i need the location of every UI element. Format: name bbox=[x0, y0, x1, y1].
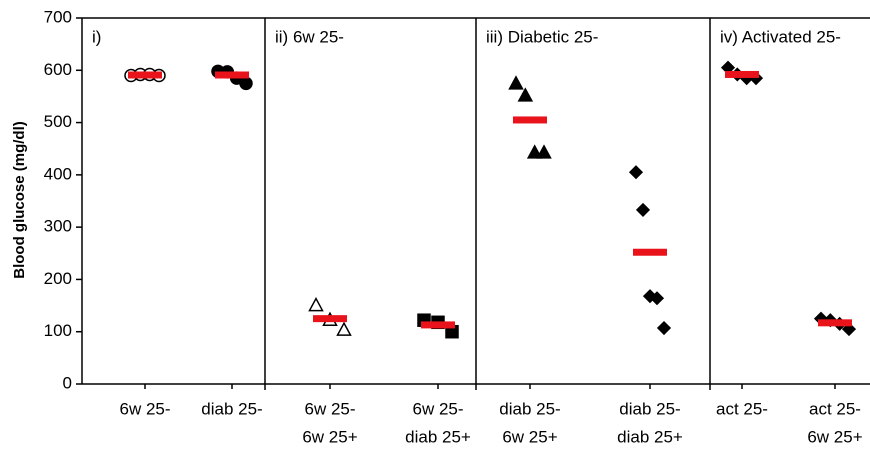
data-point bbox=[649, 291, 665, 306]
data-point bbox=[536, 144, 552, 159]
data-point bbox=[526, 144, 543, 159]
x-tick-label: diab 25- bbox=[619, 399, 680, 418]
y-axis-label: Blood glucose (mg/dl) bbox=[11, 121, 28, 279]
data-point bbox=[239, 76, 253, 91]
data-point bbox=[628, 165, 644, 180]
x-tick-label: diab 25- bbox=[201, 399, 262, 418]
x-tick-label: diab 25- bbox=[499, 399, 560, 418]
x-tick-label: diab 25+ bbox=[617, 427, 683, 446]
mean-bar bbox=[725, 70, 759, 78]
mean-bar bbox=[421, 321, 455, 329]
mean-bar bbox=[633, 248, 667, 256]
x-tick-label: act 25- bbox=[809, 399, 861, 418]
panel-label: ii) 6w 25- bbox=[275, 27, 344, 46]
panel-label: iv) Activated 25- bbox=[720, 27, 841, 46]
mean-bar bbox=[215, 71, 249, 79]
mean-bar bbox=[513, 116, 547, 124]
panel-label: i) bbox=[92, 27, 101, 46]
data-point bbox=[308, 296, 324, 312]
mean-bar bbox=[313, 315, 347, 323]
x-tick-label: 6w 25- bbox=[304, 399, 355, 418]
x-tick-label: diab 25+ bbox=[405, 427, 471, 446]
x-tick-label: act 25- bbox=[716, 399, 768, 418]
y-tick-label: 500 bbox=[44, 112, 72, 131]
y-tick-label: 0 bbox=[63, 373, 72, 392]
x-tick-label: 6w 25+ bbox=[807, 427, 862, 446]
data-point bbox=[336, 321, 352, 336]
y-tick-label: 600 bbox=[44, 60, 72, 79]
y-tick-label: 400 bbox=[44, 164, 72, 183]
x-tick-label: 6w 25- bbox=[412, 399, 463, 418]
x-tick-label: 6w 25- bbox=[119, 399, 170, 418]
data-point bbox=[508, 75, 524, 90]
x-tick-label: 6w 25+ bbox=[502, 427, 557, 446]
y-tick-label: 200 bbox=[44, 269, 72, 288]
panel-label: iii) Diabetic 25- bbox=[486, 27, 598, 46]
data-point bbox=[656, 320, 672, 336]
mean-bar bbox=[818, 319, 852, 327]
x-tick-label: 6w 25+ bbox=[302, 427, 357, 446]
y-tick-label: 700 bbox=[44, 7, 72, 26]
mean-bar bbox=[128, 71, 162, 79]
data-point bbox=[517, 87, 534, 102]
y-tick-label: 300 bbox=[44, 217, 72, 236]
data-point bbox=[635, 202, 651, 217]
y-tick-label: 100 bbox=[44, 321, 72, 340]
